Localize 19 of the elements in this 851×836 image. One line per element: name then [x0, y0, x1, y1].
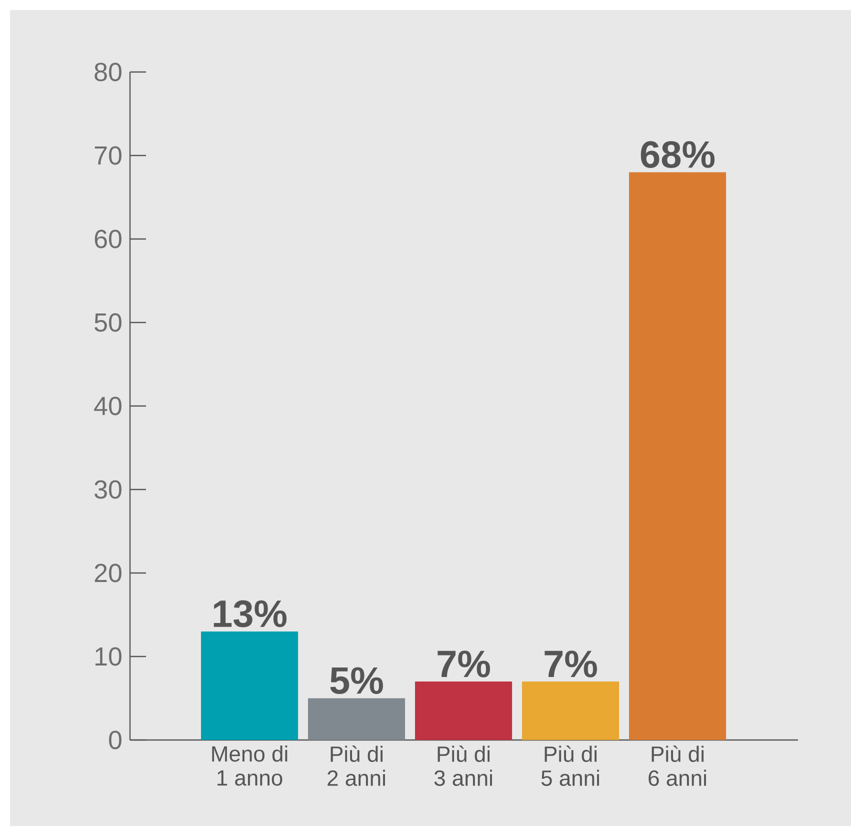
y-tick-label: 50 — [94, 313, 122, 332]
data-label: 5% — [330, 667, 383, 694]
y-tick-label: 70 — [94, 146, 122, 165]
data-label: 68% — [640, 141, 715, 168]
x-tick-label: Più di 5 anni — [541, 746, 599, 786]
data-label: 7% — [438, 650, 490, 678]
data-label: 13% — [214, 600, 287, 628]
x-tick-label: Più di 3 anni — [434, 746, 492, 786]
y-tick-label: 0 — [109, 730, 122, 750]
y-tick-label: 30 — [94, 480, 122, 499]
y-tick-label: 80 — [94, 62, 122, 82]
y-tick-label: 60 — [94, 230, 122, 248]
y-tick-label: 10 — [96, 647, 122, 666]
y-tick-label: 20 — [94, 564, 122, 582]
data-label: 7% — [544, 650, 597, 678]
x-tick-label: Più di 2 anni — [328, 746, 385, 786]
y-tick-label: 40 — [94, 396, 122, 416]
x-tick-label: Più di 6 anni — [648, 746, 706, 786]
x-tick-label: Meno di 1 anno — [212, 746, 288, 786]
